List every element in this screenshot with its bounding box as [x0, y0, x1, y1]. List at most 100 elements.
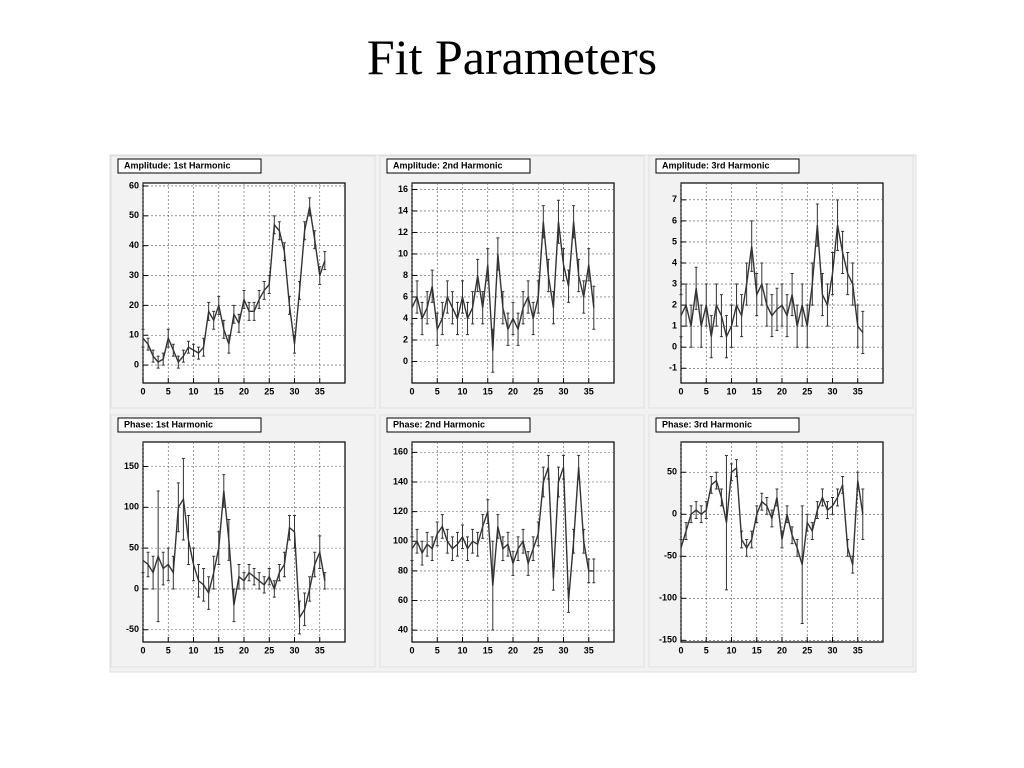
error-bar [313, 230, 317, 250]
error-bar [516, 312, 520, 346]
error-bar [765, 496, 769, 515]
y-tick-label: 30 [129, 270, 139, 280]
x-tick-label: 5 [704, 386, 709, 396]
y-tick-label: 0 [672, 509, 677, 519]
error-bar [805, 513, 809, 532]
error-bar [501, 536, 505, 562]
error-bar [815, 501, 819, 519]
error-bar [161, 352, 165, 366]
y-tick-label: 1 [672, 321, 677, 331]
x-tick-label: 30 [289, 386, 299, 396]
error-bar [313, 551, 317, 578]
error-bar [724, 315, 728, 359]
error-bar [825, 501, 829, 519]
error-bar [298, 281, 302, 300]
error-bar [567, 269, 571, 303]
error-bar [851, 555, 855, 574]
error-bar [222, 319, 226, 339]
x-tick-label: 5 [704, 645, 709, 655]
error-bar [415, 528, 419, 554]
x-tick-label: 25 [264, 386, 274, 396]
error-bar [217, 531, 221, 565]
error-bar [151, 555, 155, 590]
error-bar [689, 304, 693, 348]
error-bar [461, 280, 464, 314]
error-bar [176, 355, 180, 369]
error-bar [551, 291, 555, 325]
error-bar [861, 488, 865, 540]
error-bar [212, 555, 216, 590]
error-bar [257, 289, 261, 309]
x-tick-label: 20 [508, 386, 518, 396]
error-bar [790, 273, 794, 317]
error-bar [496, 237, 500, 271]
error-bar [541, 205, 545, 239]
chart-title-box [117, 417, 262, 433]
error-bar [800, 283, 804, 327]
x-tick-label: 25 [802, 386, 812, 396]
error-bar [501, 291, 505, 325]
error-bar [410, 536, 414, 562]
error-bar [556, 199, 560, 244]
error-bar [775, 488, 779, 507]
error-bar [536, 521, 540, 547]
error-bar [846, 251, 850, 296]
error-bar [694, 266, 698, 310]
error-bar [197, 346, 201, 360]
error-bar [217, 295, 221, 315]
error-bar [689, 505, 693, 524]
error-bar [232, 588, 236, 623]
error-bar [679, 538, 683, 557]
error-bar [780, 530, 784, 549]
x-tick-label: 25 [264, 645, 274, 655]
x-tick-label: 10 [726, 386, 736, 396]
error-bar [491, 540, 495, 631]
error-bar [587, 558, 591, 584]
error-bar [481, 514, 485, 539]
error-bar [430, 536, 434, 562]
y-tick-label: 0 [403, 356, 408, 366]
x-tick-label: 35 [853, 645, 863, 655]
chart-title: Phase: 2nd Harmonic [393, 419, 485, 429]
error-bar [820, 488, 824, 507]
error-bar [750, 220, 754, 272]
error-bar [521, 291, 525, 325]
error-bar [425, 531, 429, 557]
chart-title-box [117, 158, 262, 174]
error-bar [466, 536, 470, 562]
error-bar [415, 280, 419, 314]
error-bar [242, 289, 246, 309]
chart-title-box [386, 417, 531, 433]
x-tick-label: 0 [140, 645, 145, 655]
error-bar [440, 301, 444, 336]
error-bar [491, 328, 495, 373]
error-bar [425, 291, 429, 325]
error-bar [516, 536, 520, 562]
x-tick-label: 15 [483, 386, 493, 396]
y-tick-label: -150 [659, 635, 677, 645]
error-bar [709, 315, 713, 359]
error-bar [861, 310, 865, 355]
y-tick-label: 3 [672, 278, 677, 288]
error-bar [435, 312, 439, 346]
error-bar [212, 310, 216, 330]
chart-title: Amplitude: 1st Harmonic [124, 160, 231, 170]
error-bar [461, 524, 464, 550]
error-bar [293, 514, 296, 549]
error-bar [506, 312, 510, 346]
error-bar [450, 291, 454, 325]
error-bar [719, 294, 723, 338]
x-tick-label: 35 [853, 386, 863, 396]
x-tick-label: 30 [558, 645, 568, 655]
error-bar [775, 287, 779, 331]
chart-title: Amplitude: 2nd Harmonic [393, 160, 503, 170]
error-bar [237, 563, 241, 590]
y-tick-label: 16 [398, 184, 408, 194]
error-bar [141, 547, 145, 574]
error-bar [750, 530, 754, 549]
error-bar [582, 280, 586, 314]
y-tick-label: 20 [129, 300, 139, 310]
error-bar [582, 528, 586, 554]
error-bar [765, 283, 769, 327]
